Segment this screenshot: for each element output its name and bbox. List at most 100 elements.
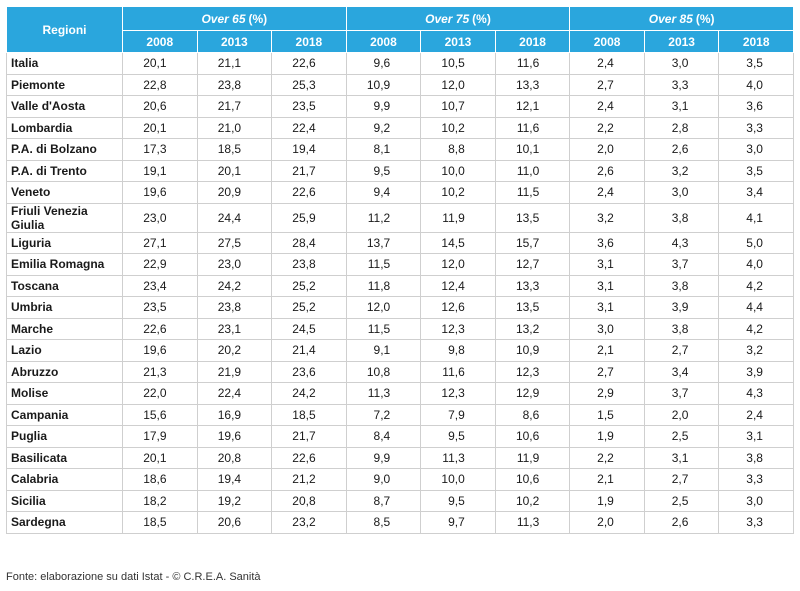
value-cell: 20,8 (271, 489, 347, 512)
value-cell: 21,7 (271, 425, 347, 448)
corner-header-regioni: Regioni (6, 6, 123, 53)
value-cell: 3,6 (718, 95, 794, 118)
value-cell: 7,9 (420, 403, 496, 426)
value-cell: 2,9 (569, 382, 645, 405)
region-name-cell: Umbria (6, 296, 123, 319)
region-name-cell: Calabria (6, 468, 123, 491)
value-cell: 2,7 (643, 468, 720, 491)
value-cell: 25,3 (271, 73, 347, 96)
value-cell: 27,5 (196, 231, 273, 254)
value-cell: 3,7 (643, 382, 720, 405)
table-header: Regioni Over 65 (%) Over 75 (%) Over 85 (%)… (6, 6, 794, 53)
value-cell: 3,8 (643, 317, 720, 340)
value-cell: 11,6 (494, 116, 571, 139)
table-row: Molise 22,0 22,4 24,2 11,3 12,3 12,9 2,9 3,7 4,3 (6, 382, 794, 405)
value-cell: 3,1 (569, 274, 645, 297)
value-cell: 21,0 (196, 116, 273, 139)
value-cell: 2,1 (569, 339, 645, 362)
value-cell: 3,5 (718, 159, 794, 182)
value-cell: 4,3 (643, 231, 720, 254)
value-cell: 22,6 (271, 52, 347, 75)
value-cell: 16,9 (196, 403, 273, 426)
region-name-cell: Veneto (6, 181, 123, 204)
value-cell: 2,4 (569, 52, 645, 75)
value-cell: 10,2 (420, 116, 496, 139)
value-cell: 4,2 (718, 274, 794, 297)
source-note: Fonte: elaborazione su dati Istat - © C.… (6, 571, 261, 583)
value-cell: 2,6 (569, 159, 645, 182)
value-cell: 12,1 (494, 95, 571, 118)
year-header: 2008 (122, 30, 198, 53)
value-cell: 3,0 (569, 317, 645, 340)
region-name-cell: Toscana (6, 274, 123, 297)
value-cell: 21,7 (271, 159, 347, 182)
table-row: Valle d'Aosta 20,6 21,7 23,5 9,9 10,7 12,1 2,4 3… (6, 95, 794, 118)
value-cell: 22,6 (271, 446, 347, 469)
table-row: P.A. di Trento 19,1 20,1 21,7 9,5 10,0 11,0 2,6… (6, 159, 794, 182)
value-cell: 2,7 (569, 360, 645, 383)
value-cell: 9,5 (345, 159, 422, 182)
value-cell: 23,8 (196, 73, 273, 96)
table-row: Toscana 23,4 24,2 25,2 11,8 12,4 13,3 3,1 3,8 4,2 (6, 274, 794, 297)
value-cell: 12,3 (420, 317, 496, 340)
value-cell: 22,6 (122, 317, 198, 340)
value-cell: 20,1 (196, 159, 273, 182)
value-cell: 9,5 (420, 425, 496, 448)
value-cell: 12,6 (420, 296, 496, 319)
value-cell: 12,4 (420, 274, 496, 297)
table-row: Campania 15,6 16,9 18,5 7,2 7,9 8,6 1,5 2,0 2,4 (6, 403, 794, 426)
value-cell: 3,9 (643, 296, 720, 319)
value-cell: 12,3 (420, 382, 496, 405)
region-name-cell: Lombardia (6, 116, 123, 139)
value-cell: 9,9 (345, 95, 422, 118)
value-cell: 21,4 (271, 339, 347, 362)
value-cell: 23,0 (122, 202, 198, 233)
value-cell: 25,2 (271, 296, 347, 319)
value-cell: 3,0 (643, 181, 720, 204)
table-row: Umbria 23,5 23,8 25,2 12,0 12,6 13,5 3,1 3,9 4,4 (6, 296, 794, 319)
value-cell: 3,1 (569, 253, 645, 276)
region-name-cell: Sardegna (6, 511, 123, 534)
value-cell: 11,8 (345, 274, 422, 297)
region-name-cell: Emilia Romagna (6, 253, 123, 276)
table-row: Marche 22,6 23,1 24,5 11,5 12,3 13,2 3,0 3,8 4,2 (6, 317, 794, 340)
value-cell: 22,4 (196, 382, 273, 405)
group-header-over65: Over 65 (%) (122, 6, 347, 31)
value-cell: 22,0 (122, 382, 198, 405)
value-cell: 19,6 (122, 339, 198, 362)
value-cell: 2,0 (643, 403, 720, 426)
value-cell: 3,0 (718, 489, 794, 512)
value-cell: 11,5 (345, 317, 422, 340)
value-cell: 22,9 (122, 253, 198, 276)
value-cell: 20,1 (122, 446, 198, 469)
value-cell: 8,6 (494, 403, 571, 426)
value-cell: 2,5 (643, 489, 720, 512)
value-cell: 8,7 (345, 489, 422, 512)
value-cell: 18,5 (271, 403, 347, 426)
value-cell: 4,0 (718, 73, 794, 96)
value-cell: 23,4 (122, 274, 198, 297)
value-cell: 11,3 (420, 446, 496, 469)
table-row: P.A. di Bolzano 17,3 18,5 19,4 8,1 8,8 10,1 2,0… (6, 138, 794, 161)
region-name-cell: Lazio (6, 339, 123, 362)
value-cell: 10,2 (420, 181, 496, 204)
value-cell: 10,2 (494, 489, 571, 512)
value-cell: 2,4 (718, 403, 794, 426)
value-cell: 10,9 (494, 339, 571, 362)
value-cell: 2,4 (569, 95, 645, 118)
value-cell: 12,9 (494, 382, 571, 405)
value-cell: 3,3 (718, 468, 794, 491)
value-cell: 9,1 (345, 339, 422, 362)
table-row: Liguria 27,1 27,5 28,4 13,7 14,5 15,7 3,6 4,3 5,0 (6, 231, 794, 254)
value-cell: 21,9 (196, 360, 273, 383)
value-cell: 10,9 (345, 73, 422, 96)
data-table-container: Regioni Over 65 (%) Over 75 (%) Over 85 (%)… (6, 6, 794, 534)
value-cell: 20,2 (196, 339, 273, 362)
value-cell: 23,5 (122, 296, 198, 319)
value-cell: 27,1 (122, 231, 198, 254)
region-name-cell: Piemonte (6, 73, 123, 96)
value-cell: 23,2 (271, 511, 347, 534)
value-cell: 2,6 (643, 138, 720, 161)
year-header: 2018 (494, 30, 571, 53)
value-cell: 19,1 (122, 159, 198, 182)
